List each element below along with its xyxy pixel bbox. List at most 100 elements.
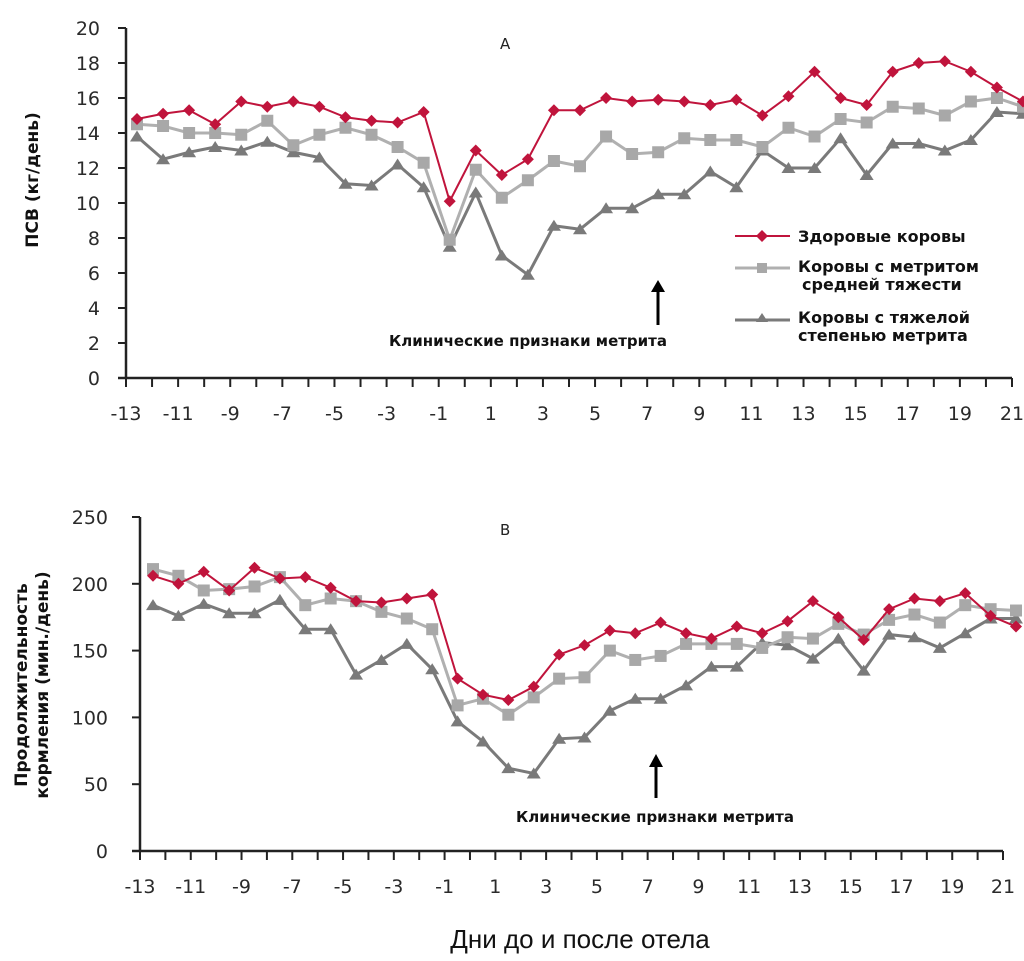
point-healthy-b: [273, 572, 286, 585]
x-tick-label-a: -13: [110, 403, 141, 425]
y-tick-label-a: 16: [76, 88, 100, 110]
point-severe-b: [805, 652, 820, 664]
point-moderate-a: [626, 148, 639, 160]
point-healthy-b: [959, 587, 972, 600]
x-tick-label-b: -3: [384, 876, 403, 898]
legend-item-moderate: Коровы с метритом средней тяжести: [735, 257, 979, 294]
series-line-healthy-a: [136, 60, 1024, 204]
point-moderate-a: [313, 128, 326, 141]
point-severe-a: [494, 249, 509, 261]
point-healthy-a: [626, 95, 639, 108]
point-healthy-b: [1010, 620, 1022, 633]
point-healthy-a: [209, 118, 222, 131]
legend-label-moderate-line1: Коровы с метритом: [798, 257, 979, 276]
x-tick-label-b: 5: [591, 876, 603, 898]
point-healthy-a: [183, 104, 196, 117]
point-severe-b: [450, 715, 465, 727]
point-moderate-b: [375, 605, 388, 618]
point-healthy-a: [235, 95, 248, 108]
point-severe-a: [781, 162, 796, 173]
point-healthy-a: [469, 144, 482, 157]
point-severe-b: [907, 631, 922, 643]
y-tick-label-a: 10: [76, 193, 100, 215]
point-moderate-b: [426, 623, 439, 636]
point-severe-b: [831, 632, 846, 644]
point-moderate-b: [527, 691, 540, 704]
point-severe-b: [475, 735, 490, 747]
legend-label-severe-line1: Коровы с тяжелой: [798, 308, 970, 327]
point-moderate-b: [883, 613, 896, 626]
point-moderate-b: [502, 708, 515, 721]
point-moderate-a: [443, 233, 456, 246]
point-moderate-a: [704, 134, 717, 146]
point-healthy-b: [908, 592, 921, 605]
point-moderate-b: [172, 569, 185, 582]
point-severe-a: [573, 223, 587, 235]
point-moderate-a: [834, 113, 847, 125]
x-tick-label-a: -9: [221, 403, 240, 425]
point-healthy-a: [808, 65, 821, 78]
point-healthy-b: [705, 632, 718, 645]
x-tick-label-b: -13: [124, 876, 155, 898]
point-moderate-a: [808, 130, 821, 143]
point-moderate-b: [324, 592, 337, 605]
y-tick-label-b: 250: [72, 507, 108, 529]
point-moderate-a: [782, 121, 795, 134]
point-moderate-b: [197, 584, 210, 597]
x-tick-label-a: 19: [948, 403, 972, 425]
point-healthy-b: [197, 565, 210, 578]
point-severe-a: [312, 151, 327, 163]
point-healthy-a: [417, 106, 430, 118]
y-tick-label-b: 100: [72, 707, 108, 729]
point-moderate-a: [391, 141, 404, 153]
point-severe-a: [833, 132, 848, 144]
point-severe-b: [323, 623, 338, 635]
point-healthy-a: [157, 107, 170, 120]
point-severe-a: [260, 135, 275, 147]
point-healthy-b: [781, 615, 794, 628]
point-healthy-a: [730, 93, 743, 106]
point-healthy-b: [248, 561, 261, 574]
point-severe-b: [425, 663, 440, 675]
point-moderate-a: [261, 114, 274, 127]
y-tick-label-b: 150: [72, 641, 108, 663]
y-tick-label-a: 6: [88, 263, 100, 285]
point-severe-b: [298, 623, 313, 635]
point-severe-b: [780, 639, 795, 651]
x-tick-label-b: 21: [991, 876, 1015, 898]
x-tick-label-b: 11: [737, 876, 761, 898]
point-moderate-a: [600, 130, 613, 143]
x-tick-label-a: 11: [739, 403, 763, 425]
point-healthy-b: [857, 633, 870, 646]
legend-label-healthy: Здоровые коровы: [798, 227, 966, 246]
point-healthy-a: [339, 111, 352, 124]
x-tick-label-a: -1: [429, 403, 448, 425]
point-moderate-a: [365, 128, 378, 141]
arrow-up-icon: [651, 280, 665, 292]
point-healthy-a: [495, 169, 508, 181]
point-healthy-a: [443, 195, 456, 208]
point-moderate-b: [299, 599, 312, 612]
point-severe-b: [399, 637, 414, 649]
point-severe-a: [546, 219, 561, 231]
point-severe-b: [196, 597, 211, 609]
point-severe-a: [364, 179, 379, 191]
y-tick-label-b: 50: [84, 774, 108, 796]
point-moderate-a: [652, 146, 665, 159]
series-line-severe-a: [136, 110, 1024, 277]
point-severe-a: [338, 177, 353, 189]
point-severe-a: [520, 268, 535, 280]
point-moderate-b: [629, 653, 642, 666]
point-moderate-a: [417, 156, 430, 169]
point-severe-b: [602, 704, 617, 716]
x-tick-label-b: 19: [940, 876, 964, 898]
point-severe-a: [911, 137, 926, 149]
x-tick-label-a: 21: [1000, 403, 1024, 425]
x-tick-label-a: 5: [589, 403, 601, 425]
y-tick-label-a: 8: [88, 228, 100, 250]
point-severe-b: [526, 767, 541, 779]
x-tick-label-b: 7: [642, 876, 654, 898]
point-healthy-b: [603, 624, 616, 637]
